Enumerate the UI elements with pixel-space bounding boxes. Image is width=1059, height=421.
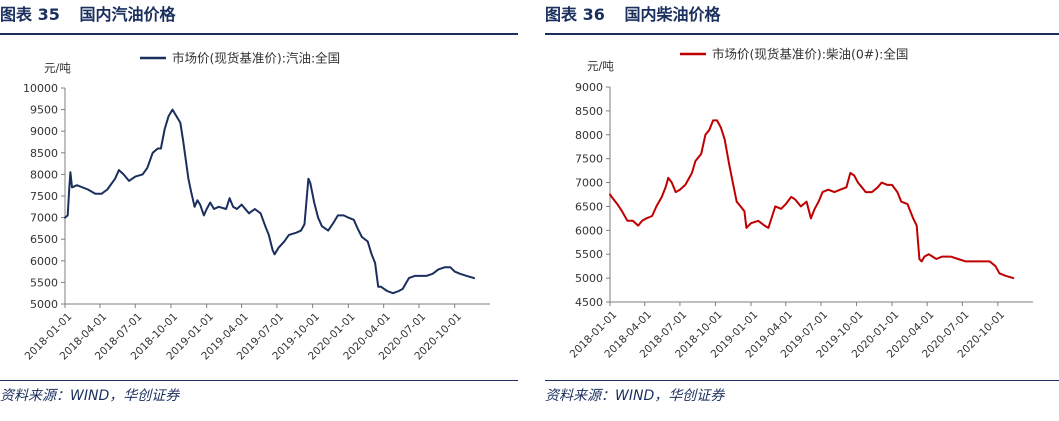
diesel-price-chart: 市场价(现货基准价):柴油(0#):全国元/吨 4500 5000 5500 6000 6… <box>568 47 1033 360</box>
y-tick-label: 4500 <box>575 296 603 309</box>
y-tick-label: 8500 <box>575 105 603 118</box>
y-tick-label: 5500 <box>575 248 603 261</box>
y-tick-label: 8500 <box>30 147 58 160</box>
bottom-divider <box>0 380 518 381</box>
y-tick-label: 5000 <box>30 298 58 311</box>
y-tick-label: 9000 <box>575 81 603 94</box>
y-tick-label: 8000 <box>30 168 58 181</box>
figure-number: 36 <box>582 5 605 24</box>
y-tick-label: 6000 <box>575 224 603 237</box>
y-tick-label: 5000 <box>575 272 603 285</box>
series-line <box>64 108 476 295</box>
y-tick-label: 9500 <box>30 104 58 117</box>
figure-36: 图表 36 国内柴油价格 市场价(现货基准价):柴油(0#):全国元/吨 4500… <box>545 0 1059 421</box>
y-tick-label: 6500 <box>575 200 603 213</box>
y-tick-label: 8000 <box>575 129 603 142</box>
y-tick-label: 7000 <box>30 212 58 225</box>
y-tick-label: 7000 <box>575 177 603 190</box>
y-tick-label: 5500 <box>30 276 58 289</box>
figure-title-text: 国内柴油价格 <box>624 5 721 24</box>
y-tick-label: 9000 <box>30 125 58 138</box>
legend: 市场价(现货基准价):汽油:全国 <box>140 51 340 66</box>
figure-title-text: 国内汽油价格 <box>79 5 176 24</box>
figure-number: 35 <box>37 5 60 24</box>
y-tick-label: 10000 <box>23 82 58 95</box>
y-tick-label: 6500 <box>30 233 58 246</box>
figure-label: 图表 <box>0 5 33 24</box>
y-unit-label: 元/吨 <box>587 59 614 73</box>
bottom-divider <box>545 380 1059 381</box>
y-tick-label: 7500 <box>575 153 603 166</box>
title-divider <box>0 33 518 35</box>
figure-label: 图表 <box>545 5 578 24</box>
figure-title: 图表 35 国内汽油价格 <box>0 0 175 30</box>
figure-35: 图表 35 国内汽油价格 市场价(现货基准价):汽油:全国元/吨 5000 5500… <box>0 0 518 421</box>
legend-label: 市场价(现货基准价):汽油:全国 <box>172 51 340 66</box>
y-tick-label: 7500 <box>30 190 58 203</box>
source-note: 资料来源：WIND，华创证券 <box>545 388 725 404</box>
y-unit-label: 元/吨 <box>44 61 71 75</box>
series-line <box>609 119 1015 280</box>
source-note: 资料来源：WIND，华创证券 <box>0 388 180 404</box>
y-tick-label: 6000 <box>30 255 58 268</box>
figure-title: 图表 36 国内柴油价格 <box>545 0 720 30</box>
gasoline-price-chart: 市场价(现货基准价):汽油:全国元/吨 5000 5500 6000 6500 7000 7… <box>23 51 490 362</box>
title-divider <box>545 33 1059 35</box>
legend-label: 市场价(现货基准价):柴油(0#):全国 <box>712 47 908 62</box>
legend: 市场价(现货基准价):柴油(0#):全国 <box>680 47 908 62</box>
